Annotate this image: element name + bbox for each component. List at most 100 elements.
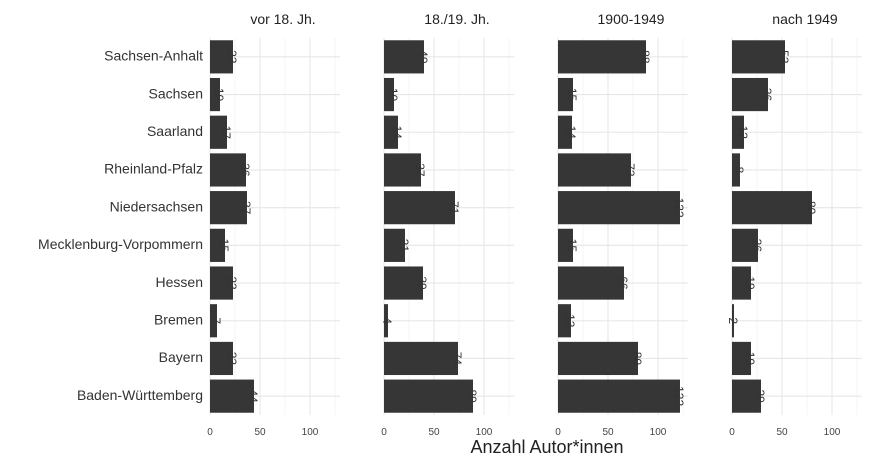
bar-mecklenburg-vorpommern xyxy=(732,228,758,262)
value-label-mecklenburg-vorpommern: 21 xyxy=(397,239,411,253)
facet-title-3: 1900-1949 xyxy=(598,11,665,27)
bar-niedersachsen xyxy=(732,191,812,225)
facet-title-1: vor 18. Jh. xyxy=(250,11,315,27)
x-tick-label: 0 xyxy=(729,427,735,438)
value-label-sachsen: 10 xyxy=(212,88,226,102)
bar-rheinland-pfalz xyxy=(732,153,740,187)
bar-bremen xyxy=(558,304,571,338)
value-label-baden-württemberg: 44 xyxy=(246,389,260,403)
value-label-sachsen: 10 xyxy=(386,88,400,102)
value-label-bayern: 74 xyxy=(450,352,464,366)
bar-bremen xyxy=(384,304,388,338)
value-label-baden-württemberg: 89 xyxy=(465,389,479,403)
category-label-mecklenburg-vorpommern: Mecklenburg-Vorpommern xyxy=(38,236,203,252)
bar-saarland xyxy=(384,115,398,149)
x-tick-label: 50 xyxy=(254,427,266,438)
value-label-sachsen: 36 xyxy=(760,88,774,102)
value-label-hessen: 66 xyxy=(616,276,630,290)
bar-bayern xyxy=(558,341,638,376)
value-label-rheinland-pfalz: 36 xyxy=(238,163,252,177)
category-label-niedersachsen: Niedersachsen xyxy=(110,198,203,214)
category-label-sachsen: Sachsen xyxy=(149,85,203,101)
bar-niedersachsen xyxy=(384,191,455,225)
value-label-baden-württemberg: 122 xyxy=(672,386,686,406)
x-tick-label: 0 xyxy=(381,427,387,438)
value-label-hessen: 23 xyxy=(225,276,239,290)
bar-sachsen xyxy=(384,77,394,112)
bar-niedersachsen xyxy=(210,191,247,225)
bar-baden-württemberg xyxy=(558,379,680,413)
category-label-bayern: Bayern xyxy=(159,349,203,365)
category-label-rheinland-pfalz: Rheinland-Pfalz xyxy=(104,161,203,177)
x-tick-label: 100 xyxy=(824,427,841,438)
bar-hessen xyxy=(210,266,233,300)
facet-panel-2: 18./19. Jh. 40 10 14 37 71 21 39 4 74 89 0 50 100 xyxy=(380,11,514,438)
bar-rheinland-pfalz xyxy=(558,153,631,187)
bar-bayern xyxy=(384,341,458,376)
value-label-mecklenburg-vorpommern: 15 xyxy=(217,239,231,253)
bar-bremen xyxy=(210,304,217,338)
value-label-sachsen-anhalt: 88 xyxy=(638,50,652,64)
facet-panel-1: vor 18. Jh. 23 10 17 36 37 15 23 7 23 44 0 50 100 xyxy=(207,11,340,438)
x-axis-title: Anzahl Autor*innen xyxy=(470,437,623,457)
bar-baden-württemberg xyxy=(384,379,473,413)
value-label-niedersachsen: 71 xyxy=(447,201,461,215)
facet-panel-4: nach 1949 53 36 12 8 80 26 19 2 19 29 0 50 100 xyxy=(726,11,862,438)
x-tick-label: 100 xyxy=(476,427,493,438)
value-label-mecklenburg-vorpommern: 26 xyxy=(750,239,764,253)
value-label-mecklenburg-vorpommern: 15 xyxy=(565,239,579,253)
bar-bayern xyxy=(732,341,751,376)
x-tick-label: 50 xyxy=(776,427,788,438)
bar-sachsen-anhalt xyxy=(732,40,785,74)
category-label-sachsen-anhalt: Sachsen-Anhalt xyxy=(104,48,203,64)
bar-sachsen-anhalt xyxy=(384,40,424,74)
bar-hessen xyxy=(384,266,423,300)
category-label-baden-württemberg: Baden-Württemberg xyxy=(77,387,203,403)
bar-mecklenburg-vorpommern xyxy=(210,228,225,262)
category-label-hessen: Hessen xyxy=(156,274,203,290)
bar-mecklenburg-vorpommern xyxy=(558,228,573,262)
x-tick-label: 0 xyxy=(207,427,213,438)
value-label-bayern: 19 xyxy=(743,352,757,366)
value-label-bayern: 80 xyxy=(630,352,644,366)
value-label-niedersachsen: 80 xyxy=(804,201,818,215)
value-label-sachsen: 15 xyxy=(565,88,579,102)
value-label-bremen: 2 xyxy=(726,317,740,324)
value-label-saarland: 12 xyxy=(736,126,750,140)
category-label-bremen: Bremen xyxy=(154,311,203,327)
bar-saarland xyxy=(210,115,227,149)
value-label-niedersachsen: 37 xyxy=(239,201,253,215)
value-label-saarland: 17 xyxy=(219,126,233,140)
bar-baden-württemberg xyxy=(210,379,254,413)
bar-bremen xyxy=(732,304,734,338)
x-tick-label: 100 xyxy=(302,427,319,438)
value-label-bremen: 4 xyxy=(380,317,394,324)
value-label-baden-württemberg: 29 xyxy=(753,389,767,403)
x-tick-label: 100 xyxy=(650,427,667,438)
bar-niedersachsen xyxy=(558,191,680,225)
bar-bayern xyxy=(210,341,233,376)
facet-title-4: nach 1949 xyxy=(772,11,838,27)
bar-sachsen-anhalt xyxy=(210,40,233,74)
facet-panel-3: 1900-1949 88 15 14 73 122 15 66 13 80 122 0 50 100 xyxy=(555,11,688,438)
value-label-sachsen-anhalt: 40 xyxy=(416,50,430,64)
category-label-saarland: Saarland xyxy=(147,123,203,139)
value-label-rheinland-pfalz: 73 xyxy=(623,163,637,177)
bar-hessen xyxy=(558,266,624,300)
value-label-bremen: 7 xyxy=(209,317,223,324)
x-tick-label: 50 xyxy=(602,427,614,438)
value-label-hessen: 19 xyxy=(743,276,757,290)
value-label-niedersachsen: 122 xyxy=(672,198,686,218)
value-label-sachsen-anhalt: 23 xyxy=(225,50,239,64)
facet-title-2: 18./19. Jh. xyxy=(424,11,489,27)
value-label-rheinland-pfalz: 8 xyxy=(732,167,746,174)
bar-mecklenburg-vorpommern xyxy=(384,228,405,262)
x-tick-label: 0 xyxy=(555,427,561,438)
x-tick-label: 50 xyxy=(428,427,440,438)
bar-baden-württemberg xyxy=(732,379,761,413)
bar-rheinland-pfalz xyxy=(210,153,246,187)
bar-hessen xyxy=(732,266,751,300)
bar-saarland xyxy=(558,115,572,149)
value-label-bremen: 13 xyxy=(563,314,577,328)
